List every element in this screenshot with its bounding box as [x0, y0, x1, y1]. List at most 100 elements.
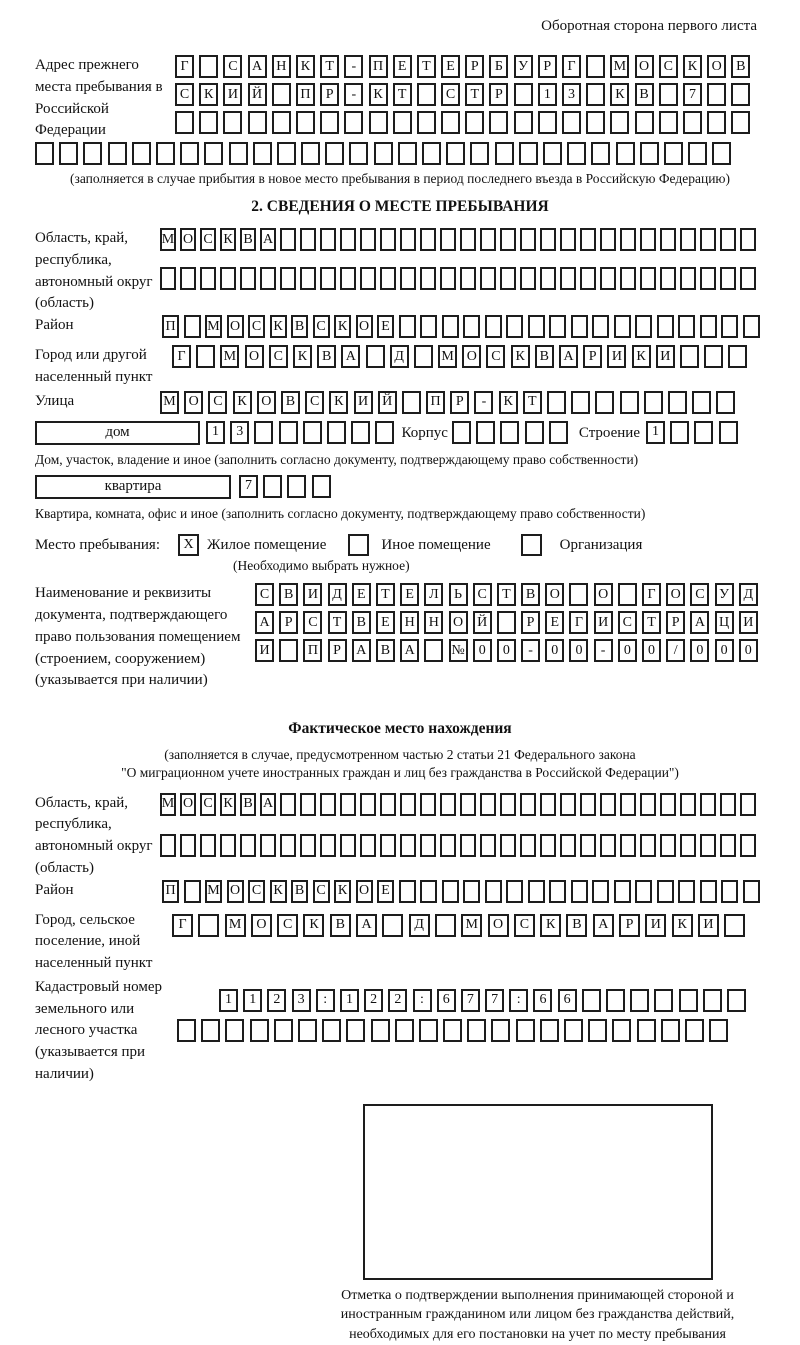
- char-cell[interactable]: [300, 228, 316, 252]
- char-cell[interactable]: 0: [738, 639, 758, 663]
- char-cell[interactable]: [680, 228, 696, 252]
- char-cell[interactable]: [279, 639, 299, 663]
- char-cell[interactable]: [440, 228, 456, 252]
- char-cell[interactable]: [562, 111, 581, 134]
- char-cell[interactable]: В: [634, 83, 654, 106]
- char-cell[interactable]: Д: [738, 583, 758, 607]
- char-cell[interactable]: М: [224, 913, 246, 937]
- char-cell[interactable]: Г: [172, 913, 193, 937]
- char-cell[interactable]: [640, 792, 656, 816]
- char-cell[interactable]: Г: [172, 345, 191, 369]
- char-cell[interactable]: К: [498, 390, 518, 414]
- char-cell[interactable]: [280, 267, 296, 291]
- char-cell[interactable]: [273, 1018, 293, 1042]
- char-cell[interactable]: Л: [424, 583, 444, 607]
- char-cell[interactable]: Д: [389, 345, 409, 369]
- char-cell[interactable]: [540, 228, 556, 252]
- char-cell[interactable]: [240, 833, 256, 857]
- char-cell[interactable]: [549, 879, 566, 903]
- char-cell[interactable]: Е: [377, 879, 394, 903]
- char-cell[interactable]: [540, 267, 556, 291]
- char-cell[interactable]: О: [355, 879, 373, 903]
- char-cell[interactable]: 1: [646, 420, 665, 444]
- char-cell[interactable]: [460, 228, 476, 252]
- char-cell[interactable]: [420, 833, 436, 857]
- char-cell[interactable]: [220, 267, 236, 291]
- char-cell[interactable]: Р: [465, 55, 485, 78]
- char-cell[interactable]: [443, 1018, 463, 1042]
- char-cell[interactable]: [580, 267, 596, 291]
- char-cell[interactable]: [700, 792, 716, 816]
- char-cell[interactable]: [420, 315, 437, 339]
- char-cell[interactable]: О: [634, 55, 654, 78]
- char-cell[interactable]: К: [220, 792, 236, 816]
- char-cell[interactable]: [380, 833, 396, 857]
- char-cell[interactable]: 3: [562, 83, 581, 106]
- char-cell[interactable]: [326, 420, 346, 444]
- char-cell[interactable]: В: [280, 390, 300, 414]
- char-cell[interactable]: [678, 879, 695, 903]
- char-cell[interactable]: Р: [450, 390, 470, 414]
- char-cell[interactable]: С: [200, 792, 216, 816]
- char-cell[interactable]: [742, 879, 760, 903]
- char-cell[interactable]: М: [160, 390, 179, 414]
- char-cell[interactable]: В: [351, 611, 371, 635]
- char-cell[interactable]: Т: [465, 83, 485, 106]
- char-cell[interactable]: /: [666, 639, 686, 663]
- char-cell[interactable]: У: [714, 583, 734, 607]
- char-cell[interactable]: 1: [206, 420, 225, 444]
- char-cell[interactable]: [547, 390, 566, 414]
- char-cell[interactable]: О: [256, 390, 276, 414]
- char-cell[interactable]: [460, 833, 476, 857]
- char-cell[interactable]: [260, 833, 276, 857]
- stay-option-organization-checkbox[interactable]: [520, 534, 542, 557]
- char-cell[interactable]: [441, 879, 459, 903]
- char-cell[interactable]: О: [184, 390, 204, 414]
- char-cell[interactable]: [656, 315, 674, 339]
- char-cell[interactable]: Е: [392, 55, 412, 78]
- char-cell[interactable]: [678, 315, 695, 339]
- char-cell[interactable]: [420, 228, 436, 252]
- char-cell[interactable]: А: [559, 345, 578, 369]
- char-cell[interactable]: [520, 267, 536, 291]
- char-cell[interactable]: [692, 390, 712, 414]
- char-cell[interactable]: К: [199, 83, 219, 106]
- char-cell[interactable]: [252, 142, 272, 165]
- char-cell[interactable]: П: [426, 390, 446, 414]
- char-cell[interactable]: [380, 792, 396, 816]
- char-cell[interactable]: [635, 879, 652, 903]
- char-cell[interactable]: [480, 267, 496, 291]
- char-cell[interactable]: 7: [460, 988, 480, 1012]
- char-cell[interactable]: [680, 267, 696, 291]
- char-cell[interactable]: [724, 913, 746, 937]
- char-cell[interactable]: А: [351, 639, 371, 663]
- char-cell[interactable]: [567, 142, 587, 165]
- char-cell[interactable]: М: [610, 55, 630, 78]
- char-cell[interactable]: [249, 1018, 269, 1042]
- char-cell[interactable]: [278, 420, 298, 444]
- char-cell[interactable]: [322, 1018, 342, 1042]
- char-cell[interactable]: [620, 833, 636, 857]
- char-cell[interactable]: К: [631, 345, 651, 369]
- char-cell[interactable]: [287, 474, 307, 498]
- char-cell[interactable]: [160, 833, 176, 857]
- char-cell[interactable]: 0: [617, 639, 637, 663]
- char-cell[interactable]: Т: [496, 583, 516, 607]
- char-cell[interactable]: [297, 1018, 317, 1042]
- char-cell[interactable]: [380, 228, 396, 252]
- char-cell[interactable]: [640, 833, 656, 857]
- char-cell[interactable]: Т: [375, 583, 395, 607]
- char-cell[interactable]: [465, 111, 485, 134]
- char-cell[interactable]: [615, 142, 635, 165]
- char-cell[interactable]: Е: [351, 583, 371, 607]
- char-cell[interactable]: М: [220, 345, 240, 369]
- char-cell[interactable]: [380, 267, 396, 291]
- char-cell[interactable]: [198, 913, 220, 937]
- char-cell[interactable]: [418, 1018, 438, 1042]
- char-cell[interactable]: Н: [271, 55, 291, 78]
- char-cell[interactable]: [360, 228, 376, 252]
- char-cell[interactable]: П: [368, 55, 388, 78]
- char-cell[interactable]: Н: [424, 611, 444, 635]
- char-cell[interactable]: -: [521, 639, 541, 663]
- char-cell[interactable]: 1: [219, 988, 238, 1012]
